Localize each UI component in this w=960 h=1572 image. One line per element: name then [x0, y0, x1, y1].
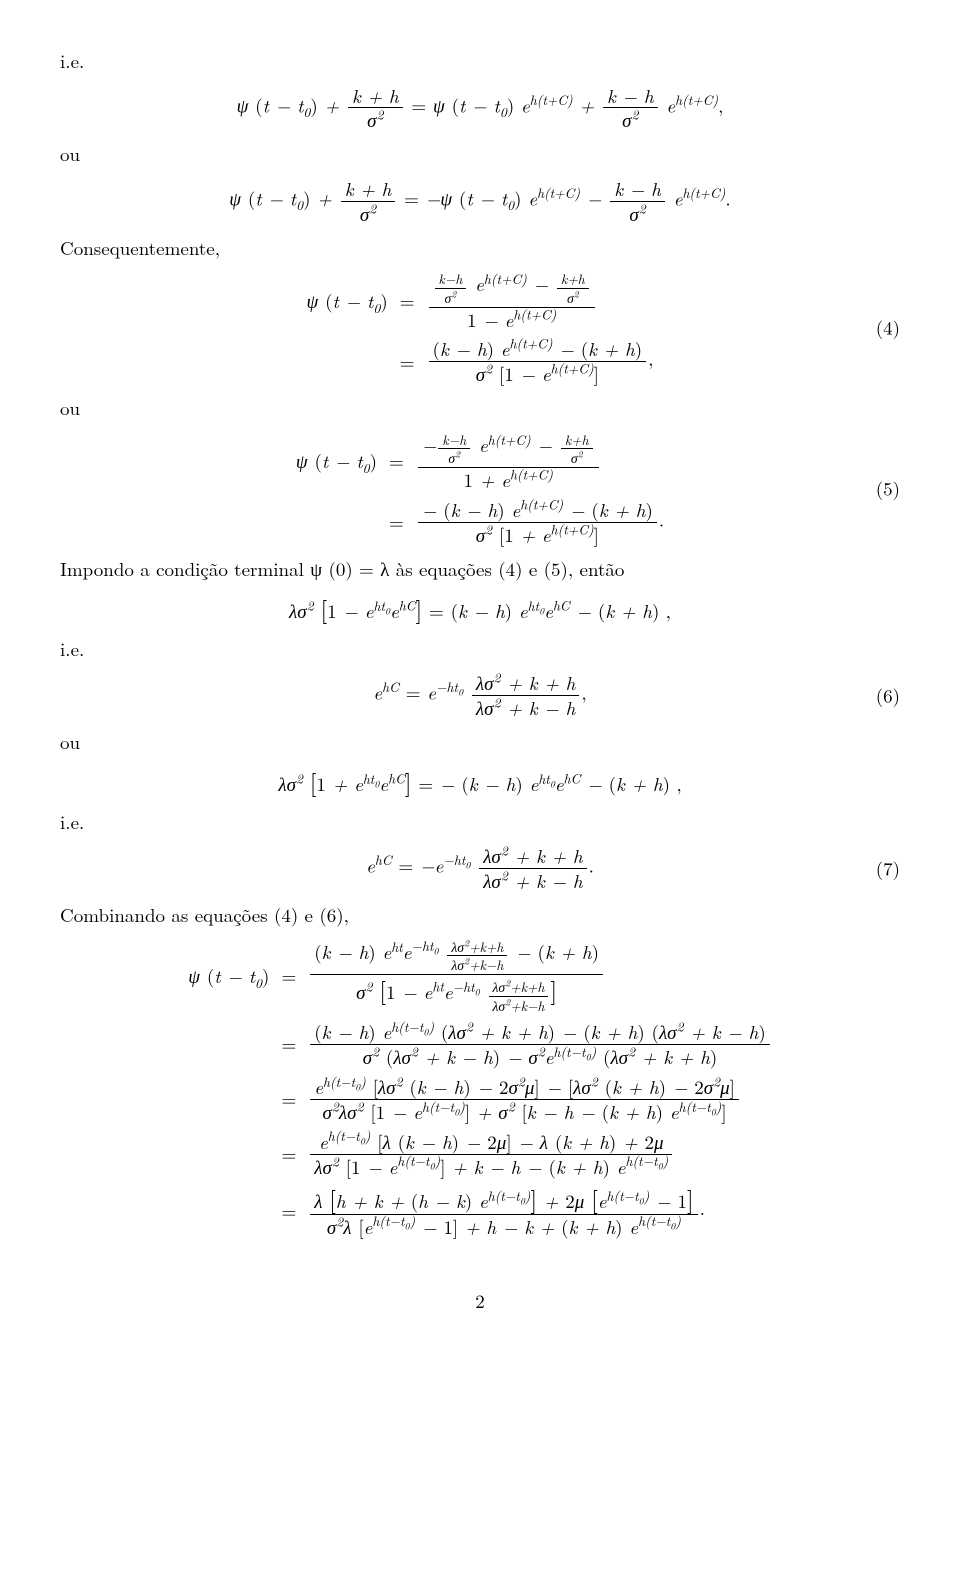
equation-derivation: ψ (t − t0) = (k − h) ehte−ht0 λσ2+k+hλσ2… [60, 939, 900, 1238]
label-ou-2: ou [60, 395, 900, 422]
equation-6: ehC = e−ht0 λσ2 + k + h λσ2 + k − h , (6… [60, 672, 900, 719]
equation-display-1: ψ (t − t0) + k + hσ2 = ψ (t − t0) eh(t+C… [60, 85, 900, 132]
equation-lambda-2: λσ2 1 + eht0ehC = − (k − h) eht0ehC − (k… [60, 765, 900, 798]
equation-5: ψ (t − t0) = −k−hσ2 eh(t+C) − k+hσ2 1 + … [60, 432, 900, 546]
equation-7: ehC = −e−ht0 λσ2 + k + h λσ2 + k − h . (… [60, 845, 900, 892]
page-number: 2 [60, 1288, 900, 1315]
label-ou-1: ou [60, 141, 900, 168]
label-consequentemente: Consequentemente, [60, 235, 900, 262]
equation-lambda-1: λσ2 1 − eht0ehC = (k − h) eht0ehC − (k +… [60, 592, 900, 625]
equation-number-4: (4) [876, 315, 900, 342]
equation-number-5: (5) [876, 475, 900, 502]
equation-number-6: (6) [876, 682, 900, 709]
equation-4: ψ (t − t0) = k−hσ2 eh(t+C) − k+hσ2 1 − e… [60, 271, 900, 385]
label-ie-1: i.e. [60, 48, 900, 75]
label-ie-2: i.e. [60, 636, 900, 663]
text-impondo: Impondo a condição terminal ψ (0) = λ às… [60, 556, 900, 583]
equation-display-2: ψ (t − t0) + k + hσ2 = −ψ (t − t0) eh(t+… [60, 178, 900, 225]
label-ou-4: ou [60, 729, 900, 756]
text-combinando: Combinando as equações (4) e (6), [60, 902, 900, 929]
equation-number-7: (7) [876, 855, 900, 882]
label-ie-3: i.e. [60, 809, 900, 836]
